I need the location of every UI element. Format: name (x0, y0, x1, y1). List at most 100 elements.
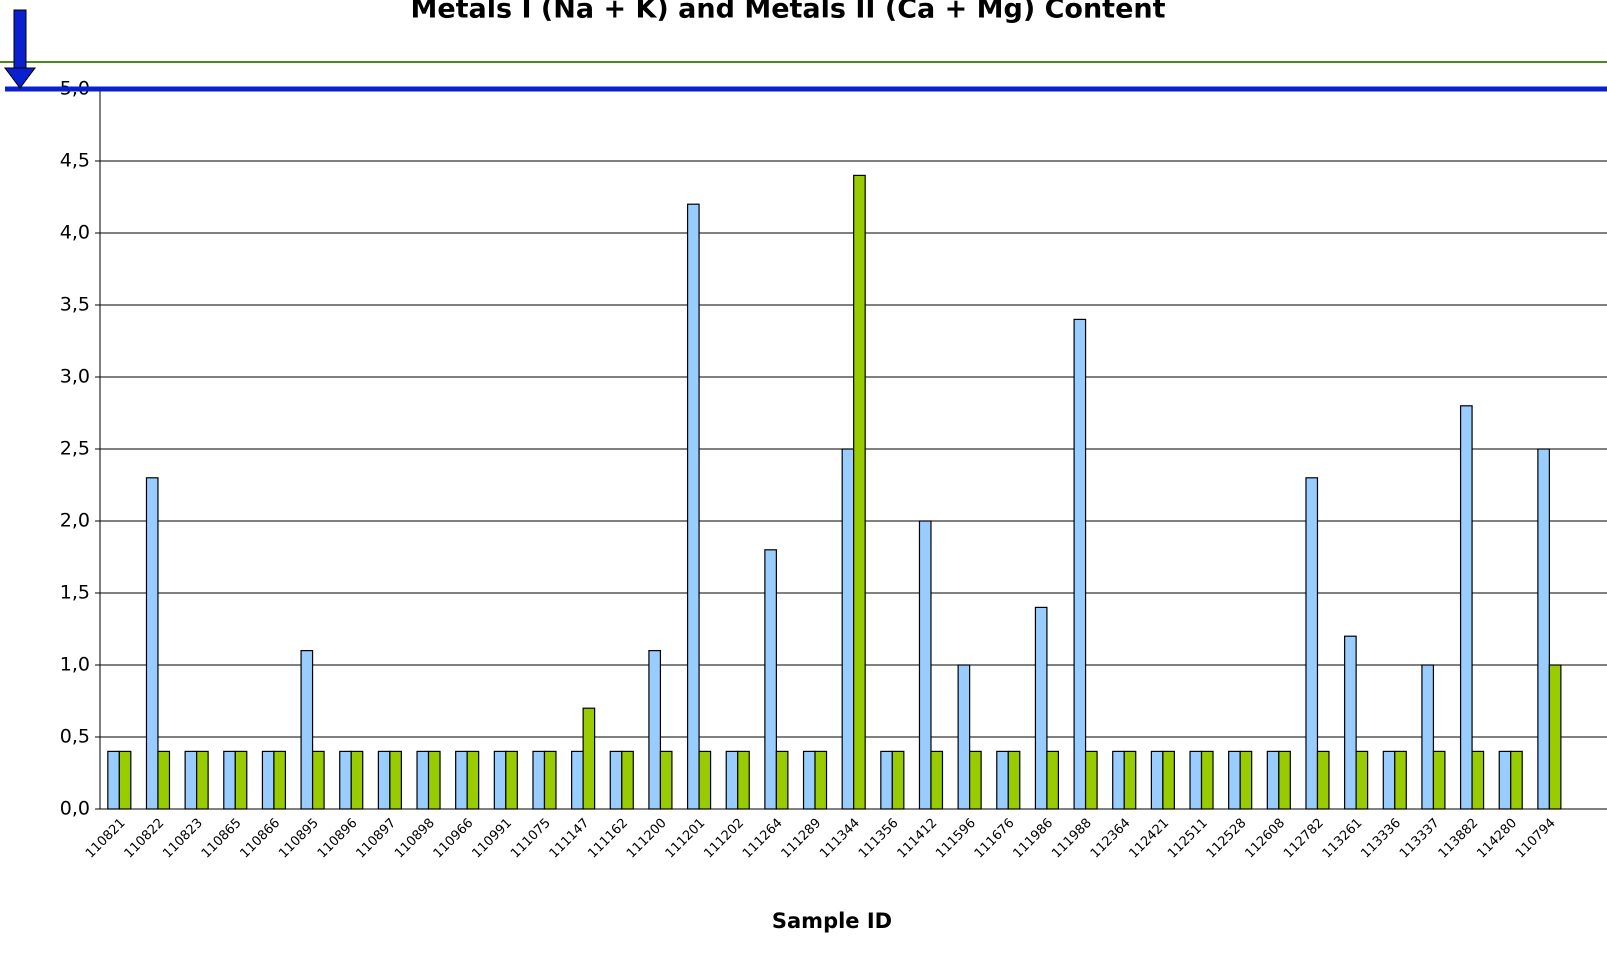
bar (1316, 750, 1330, 810)
bar (686, 203, 700, 810)
x-tick-label: 111289 (779, 816, 825, 862)
y-tick-label: 4,5 (60, 150, 90, 172)
bar (493, 750, 507, 810)
bar (802, 750, 816, 810)
bar (1394, 750, 1407, 810)
bar (196, 750, 209, 810)
bar (389, 750, 402, 810)
bar (1073, 318, 1087, 810)
x-tick-label: 110966 (431, 816, 477, 862)
bar (621, 750, 634, 810)
bar (1548, 664, 1562, 810)
x-tick-label: 113336 (1358, 816, 1404, 862)
bar (234, 750, 248, 810)
bar (543, 750, 557, 810)
x-tick-label: 111075 (508, 816, 554, 862)
x-tick-label: 110866 (238, 816, 284, 862)
y-tick-label: 2,5 (60, 438, 90, 460)
bar (891, 750, 905, 810)
x-tick-label: 110896 (315, 816, 361, 862)
x-tick-label: 111202 (701, 816, 747, 862)
x-tick-label: 111596 (933, 816, 979, 862)
y-tick-label: 0,0 (60, 798, 90, 820)
y-tick-label: 4,0 (60, 222, 90, 244)
bar (853, 174, 866, 810)
bar (1084, 750, 1098, 810)
x-tick-label: 110865 (199, 816, 245, 862)
x-tick-label: 112364 (1088, 816, 1134, 862)
x-tick-label: 110991 (469, 816, 515, 862)
bar (1034, 606, 1048, 810)
bar (930, 750, 944, 810)
bar (261, 750, 275, 810)
bar (532, 750, 546, 810)
bar (466, 750, 480, 810)
bar (1200, 750, 1214, 810)
bar (1189, 750, 1203, 810)
bar (455, 750, 468, 810)
x-tick-label: 112782 (1281, 816, 1327, 862)
bar (350, 750, 364, 810)
bar (648, 649, 662, 810)
bar (1510, 750, 1523, 810)
bar (918, 520, 932, 810)
bar (1228, 750, 1241, 810)
bar (1305, 477, 1319, 810)
bar (377, 750, 391, 810)
x-tick-label: 111162 (585, 816, 631, 862)
bar (1355, 750, 1369, 810)
bar (311, 750, 325, 810)
x-tick-label: 114280 (1474, 816, 1520, 862)
bar (1432, 750, 1446, 810)
x-tick-label: 111264 (740, 816, 786, 862)
bar (698, 750, 712, 810)
bar (427, 750, 441, 810)
bar (571, 750, 584, 810)
bar (157, 750, 171, 810)
bar (1123, 750, 1137, 810)
x-tick-label: 110822 (122, 816, 168, 862)
bar (841, 448, 855, 810)
y-tick-label: 1,0 (60, 654, 90, 676)
bar (659, 750, 673, 810)
bar (957, 664, 971, 810)
bar (118, 750, 132, 810)
x-tick-label: 111356 (856, 816, 902, 862)
x-tick-label: 112421 (1126, 816, 1172, 862)
bar (1382, 750, 1396, 810)
x-axis-label: Sample ID (772, 909, 892, 933)
x-tick-label: 110895 (276, 816, 322, 862)
bar (1266, 750, 1280, 810)
plot: 0,00,51,01,52,02,53,03,54,04,55,01108211… (60, 78, 1607, 862)
bar (1278, 750, 1291, 810)
x-tick-label: 111147 (547, 816, 593, 862)
bar (1150, 750, 1164, 810)
chart-title: Metals I (Na + K) and Metals II (Ca + Mg… (410, 0, 1165, 25)
bar (1007, 750, 1021, 810)
bar (775, 750, 789, 810)
y-tick-label: 3,5 (60, 294, 90, 316)
bar (273, 750, 287, 810)
bar (725, 750, 739, 810)
bar (1046, 750, 1060, 810)
bar (609, 750, 623, 810)
x-tick-label: 112511 (1165, 816, 1211, 862)
x-tick-label: 111988 (1049, 816, 1095, 862)
x-tick-label: 111986 (1011, 816, 1057, 862)
x-tick-label: 110897 (353, 816, 399, 862)
x-tick-label: 111200 (624, 816, 670, 862)
bar (184, 750, 198, 810)
bar (996, 750, 1009, 810)
bar (300, 649, 314, 810)
x-tick-label: 110794 (1513, 816, 1559, 862)
y-tick-label: 1,5 (60, 582, 90, 604)
bar (1162, 750, 1175, 810)
bar (969, 750, 982, 810)
bar (339, 750, 352, 810)
y-tick-label: 0,5 (60, 726, 90, 748)
bar (1537, 448, 1550, 810)
x-tick-label: 111201 (663, 816, 709, 862)
x-tick-label: 110821 (83, 816, 129, 862)
x-tick-label: 113882 (1436, 816, 1482, 862)
